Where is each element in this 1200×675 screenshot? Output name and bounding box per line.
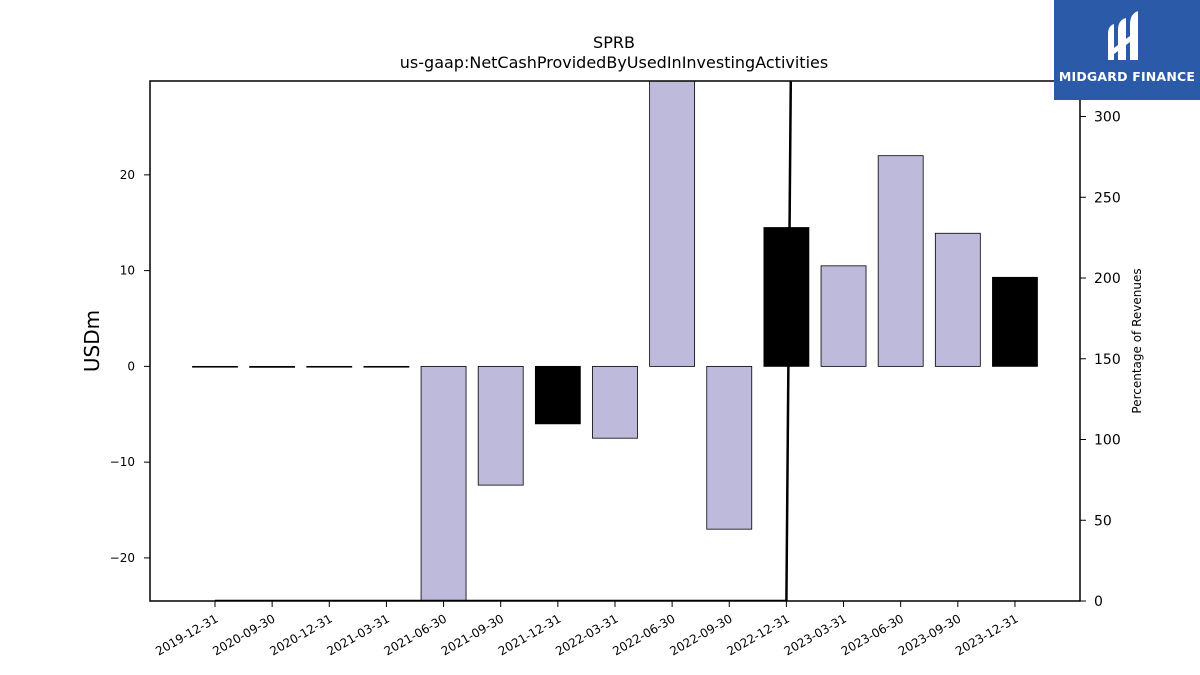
bar-2021-09-30	[477, 365, 524, 486]
y2-axis: 0 50 100 150 200 250 300	[1080, 110, 1121, 610]
midgard-finance-logo: MIDGARD FINANCE	[1054, 0, 1200, 100]
bar-2020-09-30	[249, 365, 296, 368]
y2-tick-label: 250	[1094, 190, 1121, 206]
x-tick-label: 2022-09-30	[667, 611, 734, 658]
logo-mark-icon	[1108, 11, 1138, 60]
y2-axis-label: Percentage of Revenues	[1130, 268, 1144, 413]
bar-2019-12-31	[192, 365, 238, 368]
y2-tick-label: 200	[1094, 271, 1121, 287]
x-tick-label: 2021-06-30	[382, 611, 449, 658]
bar-2023-06-30	[877, 155, 924, 367]
bars-group	[192, 81, 1038, 601]
y2-tick-label: 100	[1094, 433, 1121, 449]
x-tick-label: 2023-09-30	[896, 611, 963, 658]
bar-2023-12-31	[992, 276, 1038, 367]
x-tick-label: 2019-12-31	[153, 611, 220, 658]
y2-tick-label: 50	[1094, 513, 1112, 529]
x-tick-label: 2022-12-31	[724, 611, 791, 658]
bar-2023-03-31	[820, 265, 867, 367]
bar-2021-03-31	[363, 365, 410, 368]
bar-2022-09-30	[706, 365, 753, 530]
logo-text: MIDGARD FINANCE	[1058, 69, 1196, 84]
bar-2022-06-30	[649, 81, 696, 367]
y2-tick-label: 150	[1094, 352, 1121, 368]
x-tick-label: 2020-09-30	[210, 611, 277, 658]
x-tick-label: 2023-03-31	[782, 611, 849, 658]
y-tick-label: −10	[110, 455, 135, 469]
x-axis: 2019-12-312020-09-302020-12-312021-03-31…	[153, 601, 1020, 658]
y2-tick-label: 300	[1094, 110, 1121, 126]
bar-2022-03-31	[592, 365, 638, 439]
bar-2022-12-31	[763, 227, 810, 367]
y-tick-label: −20	[110, 551, 135, 565]
x-tick-label: 2020-12-31	[267, 611, 334, 658]
y-tick-label: 0	[127, 359, 135, 373]
bar-2021-12-31	[534, 365, 581, 425]
y-tick-label: 10	[120, 264, 135, 278]
x-tick-label: 2022-06-30	[610, 611, 677, 658]
y-axis: −20 −10 0 10 20	[110, 168, 150, 565]
x-tick-label: 2021-09-30	[439, 611, 506, 658]
bar-2020-12-31	[306, 365, 353, 368]
x-tick-label: 2023-12-31	[953, 611, 1020, 658]
chart-subtitle: us-gaap:NetCashProvidedByUsedInInvesting…	[400, 53, 828, 72]
bar-2023-09-30	[934, 232, 981, 367]
y-tick-label: 20	[120, 168, 135, 182]
y-axis-label: USDm	[80, 310, 104, 372]
chart-title: SPRB	[593, 33, 635, 52]
bar-2021-06-30	[420, 365, 467, 601]
y2-tick-label: 0	[1094, 594, 1103, 610]
x-tick-label: 2021-12-31	[496, 611, 563, 658]
x-tick-label: 2023-06-30	[839, 611, 906, 658]
x-tick-label: 2021-03-31	[325, 611, 392, 658]
x-tick-label: 2022-03-31	[553, 611, 620, 658]
